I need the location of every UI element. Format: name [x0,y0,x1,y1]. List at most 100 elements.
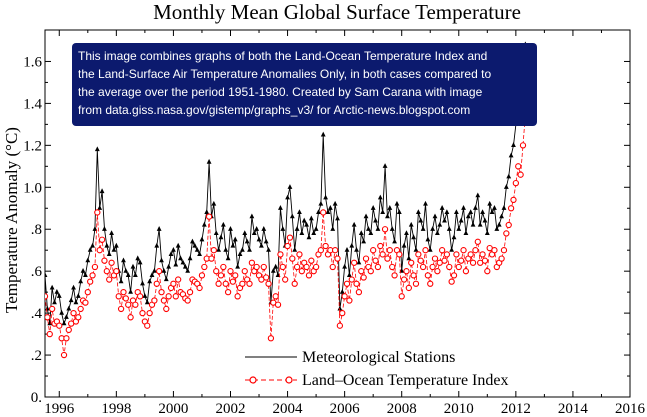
stations-point [220,221,226,227]
stations-point [123,267,129,273]
stations-point [230,242,236,248]
stations-point [83,272,88,277]
loti-point [132,301,139,308]
stations-point [413,247,419,252]
loti-point [350,259,358,266]
stations-point [171,247,176,252]
loti-point [484,268,491,275]
stations-point [470,221,476,227]
stations-point [418,217,424,223]
stations-point [313,226,319,231]
stations-point [423,200,428,206]
stations-point [175,242,181,248]
loti-point [434,268,441,275]
loti-point [246,280,253,287]
stations-point [337,305,343,311]
stations-point [244,238,250,244]
x-tick-label: 2006 [330,401,361,417]
stations-point [299,230,305,236]
stations-point [52,299,57,305]
stations-point [173,261,179,267]
y-tick-label: .4 [31,306,43,322]
loti-point [296,251,303,258]
series-land-ocean-index [45,110,529,359]
stations-point [192,242,198,248]
loti-point [455,263,462,271]
loti-point [98,236,106,243]
loti-point [374,263,382,271]
y-axis-label: Temperature Anomaly (°C) [2,127,21,313]
loti-point [260,263,267,271]
loti-point [408,259,415,266]
stations-point [121,257,126,263]
stations-point [137,259,143,265]
loti-point [120,288,127,296]
loti-point [289,255,296,262]
stations-point [118,278,124,284]
loti-point [208,255,215,262]
loti-point [222,280,229,287]
stations-point [297,209,302,215]
stations-point [496,221,502,227]
loti-point [91,263,99,271]
stations-point [90,242,95,248]
loti-point [106,276,113,283]
stations-point [477,221,483,227]
stations-point [325,209,331,215]
loti-point [265,280,272,287]
stations-point [242,230,248,236]
loti-point [372,257,379,264]
stations-point [59,309,65,315]
loti-point [213,268,220,275]
stations-point [247,247,252,252]
loti-point [94,209,101,216]
loti-point [427,280,434,287]
stations-point [375,226,381,231]
loti-point [146,309,153,317]
stations-point [130,263,136,269]
stations-point [235,263,241,269]
loti-point [291,280,298,287]
stations-point [368,230,374,236]
stations-point [61,320,67,326]
stations-point [289,213,295,219]
loti-point [469,259,477,266]
stations-point [306,234,312,240]
stations-point [342,263,348,269]
stations-point [197,251,202,256]
stations-point [511,142,516,147]
loti-point [400,276,408,283]
stations-point [370,205,376,210]
stations-point [156,226,162,231]
loti-point [277,251,284,258]
stations-point [380,209,386,215]
loti-point [153,280,160,287]
loti-point [284,242,291,250]
legend-label-loti: Land–Ocean Temperature Index [302,372,508,389]
x-tick-label: 2000 [158,401,188,417]
loti-point [384,255,391,262]
x-tick-label: 2004 [273,401,304,417]
loti-point [467,251,474,258]
stations-point [109,230,114,236]
stations-point [323,194,329,200]
loti-point [348,276,355,283]
loti-point [87,278,94,285]
stations-point [154,242,160,248]
x-tick-label: 2002 [215,401,245,417]
loti-point [341,293,348,300]
stations-point [358,230,364,236]
loti-point [303,263,310,271]
x-tick-label: 2016 [615,401,646,417]
loti-point [155,268,163,275]
loti-point [424,272,432,279]
stations-point [106,251,112,256]
stations-point [225,255,231,261]
loti-point [224,288,232,296]
loti-point [412,280,420,287]
stations-point [404,230,409,236]
stations-point [190,238,195,244]
stations-point [430,226,436,231]
loti-point [217,272,225,279]
x-tick-label: 2014 [558,401,589,417]
